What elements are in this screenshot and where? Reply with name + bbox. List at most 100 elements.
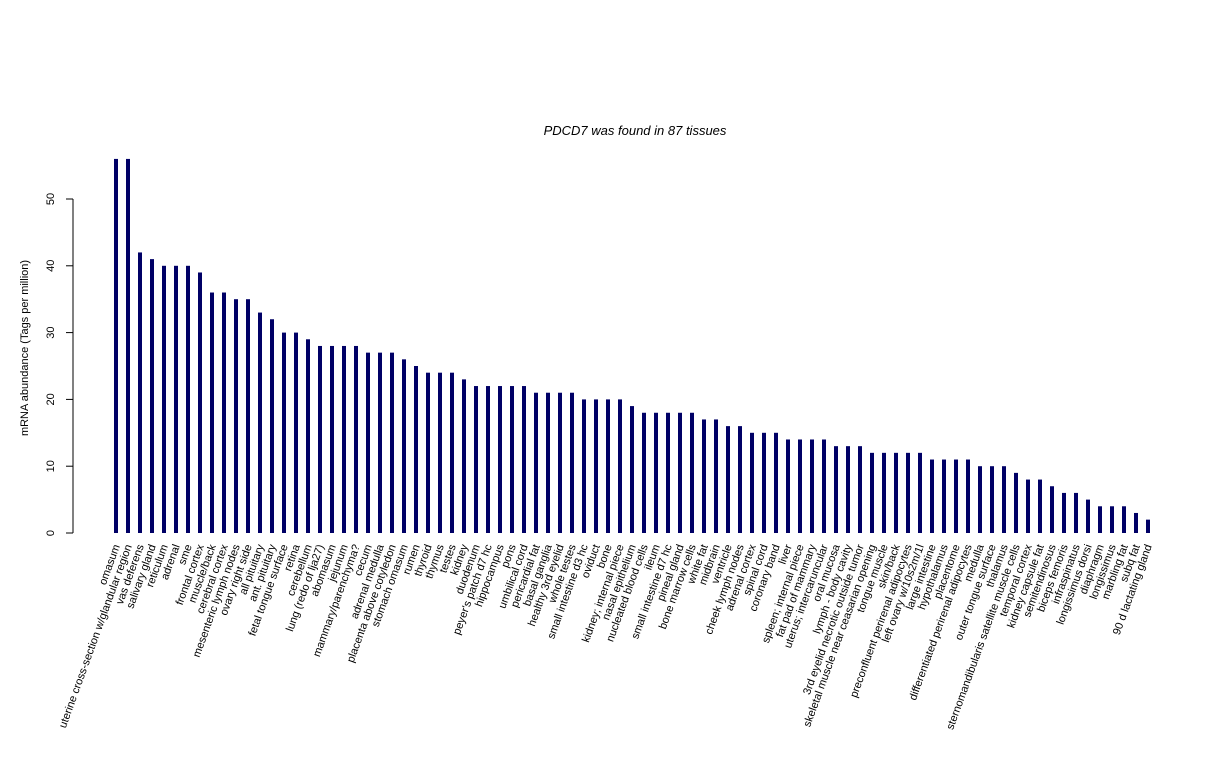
bar xyxy=(354,345,358,533)
bar xyxy=(318,345,322,533)
bar xyxy=(666,412,670,533)
bar xyxy=(270,319,274,533)
bar xyxy=(942,459,946,533)
bar xyxy=(1146,519,1150,533)
bar xyxy=(618,399,622,533)
bar xyxy=(114,158,118,534)
bar xyxy=(570,392,574,533)
bar xyxy=(906,452,910,533)
bar xyxy=(1038,479,1042,533)
bar xyxy=(498,386,502,533)
bar xyxy=(1014,472,1018,533)
bar xyxy=(894,452,898,533)
y-axis: 0 10 20 30 40 50 xyxy=(45,193,74,536)
bar xyxy=(822,439,826,533)
bar xyxy=(546,392,550,533)
bar xyxy=(330,345,334,533)
bar xyxy=(714,419,718,533)
y-tick-label: 30 xyxy=(45,326,57,338)
bar xyxy=(366,352,370,533)
bar xyxy=(1062,492,1066,533)
bar xyxy=(846,446,850,533)
bar xyxy=(222,292,226,533)
bar xyxy=(426,372,430,533)
bar xyxy=(474,386,478,533)
bar xyxy=(198,272,202,533)
bar xyxy=(750,432,754,533)
bar xyxy=(678,412,682,533)
y-tick-label: 20 xyxy=(45,393,57,405)
bar xyxy=(1110,506,1114,533)
bar xyxy=(402,359,406,533)
bar xyxy=(1002,466,1006,533)
bar xyxy=(630,406,634,533)
chart-title: PDCD7 was found in 87 tissues xyxy=(544,123,727,138)
bar xyxy=(138,252,142,533)
bar xyxy=(690,412,694,533)
y-tick-label: 0 xyxy=(45,530,57,536)
bar xyxy=(930,459,934,533)
bar xyxy=(1074,492,1078,533)
bar xyxy=(450,372,454,533)
bar xyxy=(858,446,862,533)
bar xyxy=(834,446,838,533)
bar xyxy=(414,366,418,533)
bar xyxy=(702,419,706,533)
bar xyxy=(438,372,442,533)
bar xyxy=(234,299,238,533)
y-tick-label: 40 xyxy=(45,260,57,272)
bar xyxy=(1050,486,1054,533)
bar xyxy=(954,459,958,533)
bar xyxy=(738,426,742,533)
bar xyxy=(762,432,766,533)
bar xyxy=(534,392,538,533)
bar xyxy=(162,265,166,533)
bar xyxy=(558,392,562,533)
bar xyxy=(582,399,586,533)
bar xyxy=(810,439,814,533)
bar xyxy=(522,386,526,533)
y-tick-label: 10 xyxy=(45,460,57,472)
bar xyxy=(174,265,178,533)
bar xyxy=(186,265,190,533)
bar xyxy=(654,412,658,533)
bar xyxy=(774,432,778,533)
bar xyxy=(594,399,598,533)
bar xyxy=(126,158,130,534)
y-axis-label: mRNA abundance (Tags per million) xyxy=(19,260,31,436)
y-tick-label: 50 xyxy=(45,193,57,205)
bar xyxy=(786,439,790,533)
bar xyxy=(1026,479,1030,533)
bar xyxy=(870,452,874,533)
bar xyxy=(258,312,262,533)
bar xyxy=(342,345,346,533)
bar xyxy=(798,439,802,533)
bar xyxy=(726,426,730,533)
bar xyxy=(294,332,298,533)
bar xyxy=(1122,506,1126,533)
bar xyxy=(642,412,646,533)
bar xyxy=(918,452,922,533)
bar xyxy=(990,466,994,533)
bar xyxy=(246,299,250,533)
bar xyxy=(462,379,466,533)
bar xyxy=(390,352,394,533)
bar xyxy=(606,399,610,533)
bar xyxy=(510,386,514,533)
bar xyxy=(882,452,886,533)
bar xyxy=(978,466,982,533)
bar xyxy=(150,259,154,533)
bar xyxy=(210,292,214,533)
bar xyxy=(378,352,382,533)
bar xyxy=(1098,506,1102,533)
bar xyxy=(1134,512,1138,533)
bar xyxy=(966,459,970,533)
bar xyxy=(486,386,490,533)
bar xyxy=(1086,499,1090,533)
bar xyxy=(282,332,286,533)
x-tick-label: uterine cross-section w/glandular region xyxy=(57,543,135,730)
bars xyxy=(114,158,1150,534)
bar xyxy=(306,339,310,533)
